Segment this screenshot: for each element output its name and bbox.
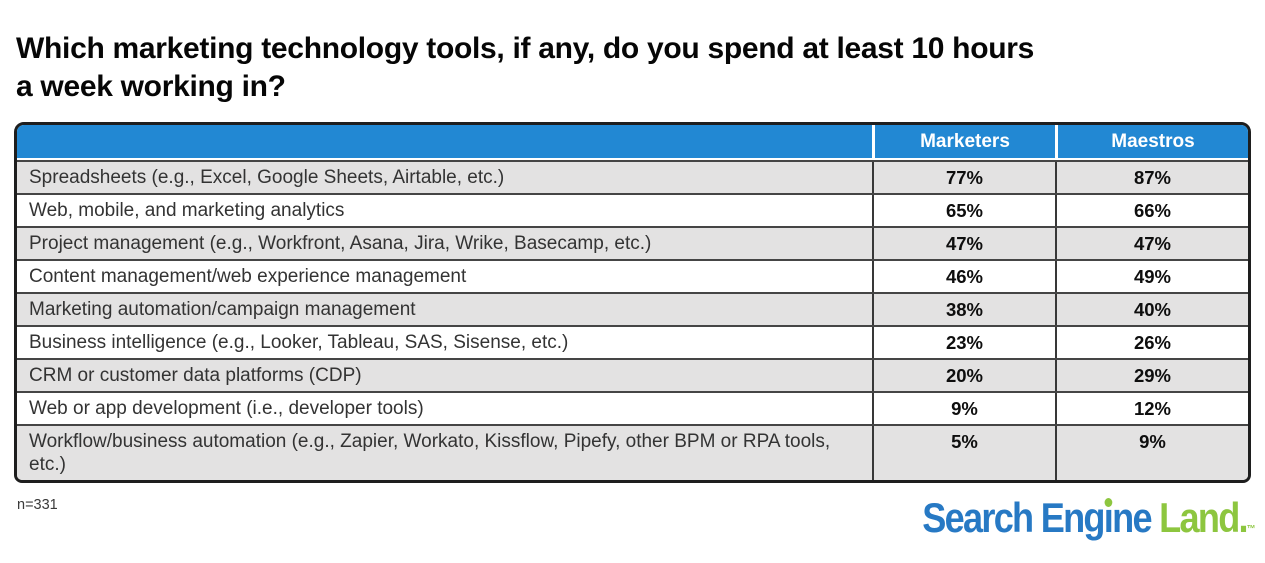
logo-dotted-i: ı	[1103, 494, 1113, 541]
marketers-value: 9%	[872, 393, 1055, 424]
row-label: Web, mobile, and marketing analytics	[29, 200, 345, 221]
marketers-value: 38%	[872, 294, 1055, 325]
logo-text-blue-1: Search Eng	[921, 494, 1105, 541]
maestros-value: 87%	[1055, 162, 1248, 193]
maestros-value: 49%	[1055, 261, 1248, 292]
row-label: Spreadsheets (e.g., Excel, Google Sheets…	[29, 167, 505, 188]
page-title: Which marketing technology tools, if any…	[16, 30, 1256, 106]
maestros-value: 66%	[1055, 195, 1248, 226]
marketers-value: 5%	[872, 426, 1055, 480]
row-label: Workflow/business automation (e.g., Zapi…	[29, 431, 831, 475]
table-header: Marketers Maestros	[17, 125, 1248, 160]
row-label: Project management (e.g., Workfront, Asa…	[29, 233, 652, 254]
table-row: Project management (e.g., Workfront, Asa…	[17, 226, 1248, 259]
marketers-value: 77%	[872, 162, 1055, 193]
row-label: Content management/web experience manage…	[29, 266, 467, 287]
table-header-spacer	[17, 125, 872, 158]
header-cell-maestros: Maestros	[1055, 125, 1248, 158]
marketers-value: 46%	[872, 261, 1055, 292]
maestros-value: 12%	[1055, 393, 1248, 424]
brand-logo: Search Engıne Land.™	[922, 496, 1255, 552]
marketers-value: 23%	[872, 327, 1055, 358]
logo-text-green: Land.	[1158, 494, 1248, 541]
maestros-value: 47%	[1055, 228, 1248, 259]
table-row: Web, mobile, and marketing analytics 65% 6…	[17, 193, 1248, 226]
logo-text-blue-2: ne	[1111, 494, 1159, 541]
logo-trademark: ™	[1246, 524, 1255, 535]
table-row: Marketing automation/campaign management…	[17, 292, 1248, 325]
marketers-value: 20%	[872, 360, 1055, 391]
page-title-line2: a week working in?	[16, 70, 286, 104]
maestros-value: 29%	[1055, 360, 1248, 391]
table-body: Spreadsheets (e.g., Excel, Google Sheets…	[17, 160, 1248, 480]
row-label: CRM or customer data platforms (CDP)	[29, 365, 362, 386]
marketers-value: 47%	[872, 228, 1055, 259]
marketers-value: 65%	[872, 195, 1055, 226]
sample-size-note: n=331	[17, 497, 58, 513]
page-title-line1: Which marketing technology tools, if any…	[16, 32, 1035, 66]
table-row: Business intelligence (e.g., Looker, Tab…	[17, 325, 1248, 358]
table-row: Workflow/business automation (e.g., Zapi…	[17, 424, 1248, 480]
row-label: Business intelligence (e.g., Looker, Tab…	[29, 332, 569, 353]
table-row: Content management/web experience manage…	[17, 259, 1248, 292]
table-row: Web or app development (i.e., developer …	[17, 391, 1248, 424]
row-label: Web or app development (i.e., developer …	[29, 398, 424, 419]
maestros-value: 40%	[1055, 294, 1248, 325]
header-cell-marketers: Marketers	[872, 125, 1055, 158]
table-row: CRM or customer data platforms (CDP) 20% 2…	[17, 358, 1248, 391]
row-label: Marketing automation/campaign management	[29, 299, 416, 320]
maestros-value: 26%	[1055, 327, 1248, 358]
survey-table: Marketers Maestros Spreadsheets (e.g., E…	[14, 122, 1251, 483]
table-row: Spreadsheets (e.g., Excel, Google Sheets…	[17, 160, 1248, 193]
maestros-value: 9%	[1055, 426, 1248, 480]
